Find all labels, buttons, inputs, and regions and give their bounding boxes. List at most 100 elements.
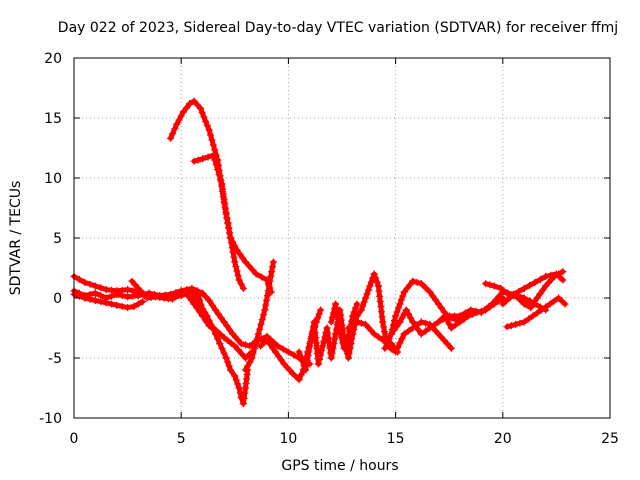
data-point (396, 339, 404, 347)
data-point (375, 287, 383, 295)
data-point (196, 301, 204, 309)
data-point (536, 290, 544, 298)
data-point (542, 272, 550, 280)
data-point (516, 319, 524, 327)
data-point (429, 292, 437, 300)
data-point (346, 344, 354, 352)
data-point (329, 344, 337, 352)
data-point (252, 270, 260, 278)
data-point (353, 318, 361, 326)
data-point (305, 347, 313, 355)
data-point (376, 292, 384, 300)
data-point (237, 340, 245, 348)
data-point (324, 334, 332, 342)
data-point (209, 151, 217, 159)
data-point (203, 122, 211, 130)
data-point (385, 335, 393, 343)
data-point (321, 333, 329, 341)
data-point (409, 318, 417, 326)
data-point (231, 342, 239, 350)
data-point (440, 315, 448, 323)
data-point (324, 329, 332, 337)
data-point (242, 341, 250, 349)
data-point (447, 344, 455, 352)
data-point (437, 304, 445, 312)
data-point (343, 336, 351, 344)
data-point (269, 344, 277, 352)
data-point (328, 349, 336, 357)
data-point (86, 280, 94, 288)
data-point (97, 292, 105, 300)
data-point (177, 292, 185, 300)
data-point (492, 296, 500, 304)
data-point (390, 326, 398, 334)
data-point (558, 297, 566, 305)
data-point (222, 205, 230, 213)
data-point (331, 335, 339, 343)
data-point (234, 380, 242, 388)
data-point (370, 330, 378, 338)
data-point (177, 112, 185, 120)
data-point (75, 275, 83, 283)
series-arc-9 (242, 258, 277, 374)
data-point (239, 284, 247, 292)
data-point (336, 328, 344, 336)
data-point (515, 287, 523, 295)
data-point (477, 308, 485, 316)
data-point (516, 296, 524, 304)
data-point (256, 325, 264, 333)
data-point (214, 310, 222, 318)
data-point (199, 289, 207, 297)
data-point (452, 321, 460, 329)
data-point (353, 300, 361, 308)
data-point (183, 104, 191, 112)
data-point (561, 300, 569, 308)
data-point (456, 318, 464, 326)
data-point (242, 258, 250, 266)
data-point (242, 354, 250, 362)
data-point (222, 210, 230, 218)
data-point (129, 287, 137, 295)
data-point (340, 344, 348, 352)
data-point (380, 328, 388, 336)
data-point (527, 304, 535, 312)
data-point (248, 354, 256, 362)
data-point (304, 352, 312, 360)
data-point (267, 272, 275, 280)
data-point (200, 113, 208, 121)
data-point (398, 314, 406, 322)
data-point (531, 278, 539, 286)
data-point (403, 284, 411, 292)
data-point (205, 126, 213, 134)
data-point (295, 376, 303, 384)
data-point (347, 340, 355, 348)
data-point (426, 288, 434, 296)
data-series (70, 97, 569, 408)
data-point (102, 299, 110, 307)
data-point (246, 358, 254, 366)
data-point (86, 295, 94, 303)
data-point (261, 306, 269, 314)
data-point (232, 263, 240, 270)
data-point (373, 278, 381, 286)
data-point (193, 304, 201, 312)
data-point (190, 157, 198, 165)
data-point (187, 296, 195, 304)
data-point (434, 300, 442, 308)
data-point (414, 326, 422, 334)
data-point (317, 306, 325, 314)
data-point (398, 335, 406, 342)
data-point (231, 258, 239, 266)
data-point (108, 292, 116, 300)
data-point (173, 120, 181, 128)
data-point (445, 320, 453, 328)
data-point (194, 156, 202, 164)
data-point (349, 312, 357, 320)
y-tick-label: 20 (44, 51, 62, 67)
data-point (227, 366, 235, 374)
data-point (379, 318, 387, 326)
data-point (234, 272, 242, 279)
data-point (199, 155, 207, 163)
data-point (510, 290, 518, 298)
data-point (360, 298, 368, 306)
